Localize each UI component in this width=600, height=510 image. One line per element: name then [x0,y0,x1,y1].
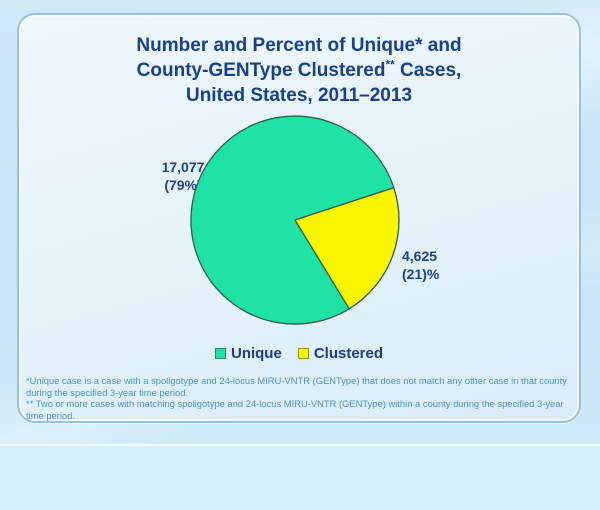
legend-label-clustered: Clustered [313,345,384,362]
chart-title-line2-end: Cases, [394,60,462,81]
clustered-value: 4,625 [402,248,438,264]
unique-slice-label: 17,077 (79%) [150,158,216,194]
footnotes: *Unique case is a case with a spoligotyp… [26,375,578,421]
unique-percent: (79%) [164,177,202,193]
bottom-background-band [0,444,600,510]
unique-value: 17,077 [161,159,205,175]
chart-title: Number and Percent of Unique* and County-… [19,33,579,108]
chart-title-footnote-marker: ** [385,57,395,72]
chart-panel: Number and Percent of Unique* and County-… [17,13,581,423]
chart-title-line3: United States, 2011–2013 [185,85,413,106]
clustered-swatch-icon [297,348,309,359]
clustered-slice-label: 4,625 (21)% [402,247,472,283]
legend-label-unique: Unique [230,345,282,362]
footnote-unique-definition: *Unique case is a case with a spoligotyp… [26,375,567,398]
legend: Unique Clustered [19,345,579,362]
legend-item-clustered: Clustered [297,345,384,362]
chart-title-line2: County-GENType Clustered [136,60,386,81]
clustered-percent: (21)% [402,266,440,282]
chart-title-line1: Number and Percent of Unique* and [136,35,462,56]
legend-item-unique: Unique [214,345,282,362]
unique-swatch-icon [214,348,226,359]
footnote-clustered-definition: ** Two or more cases with matching spoli… [26,398,564,421]
